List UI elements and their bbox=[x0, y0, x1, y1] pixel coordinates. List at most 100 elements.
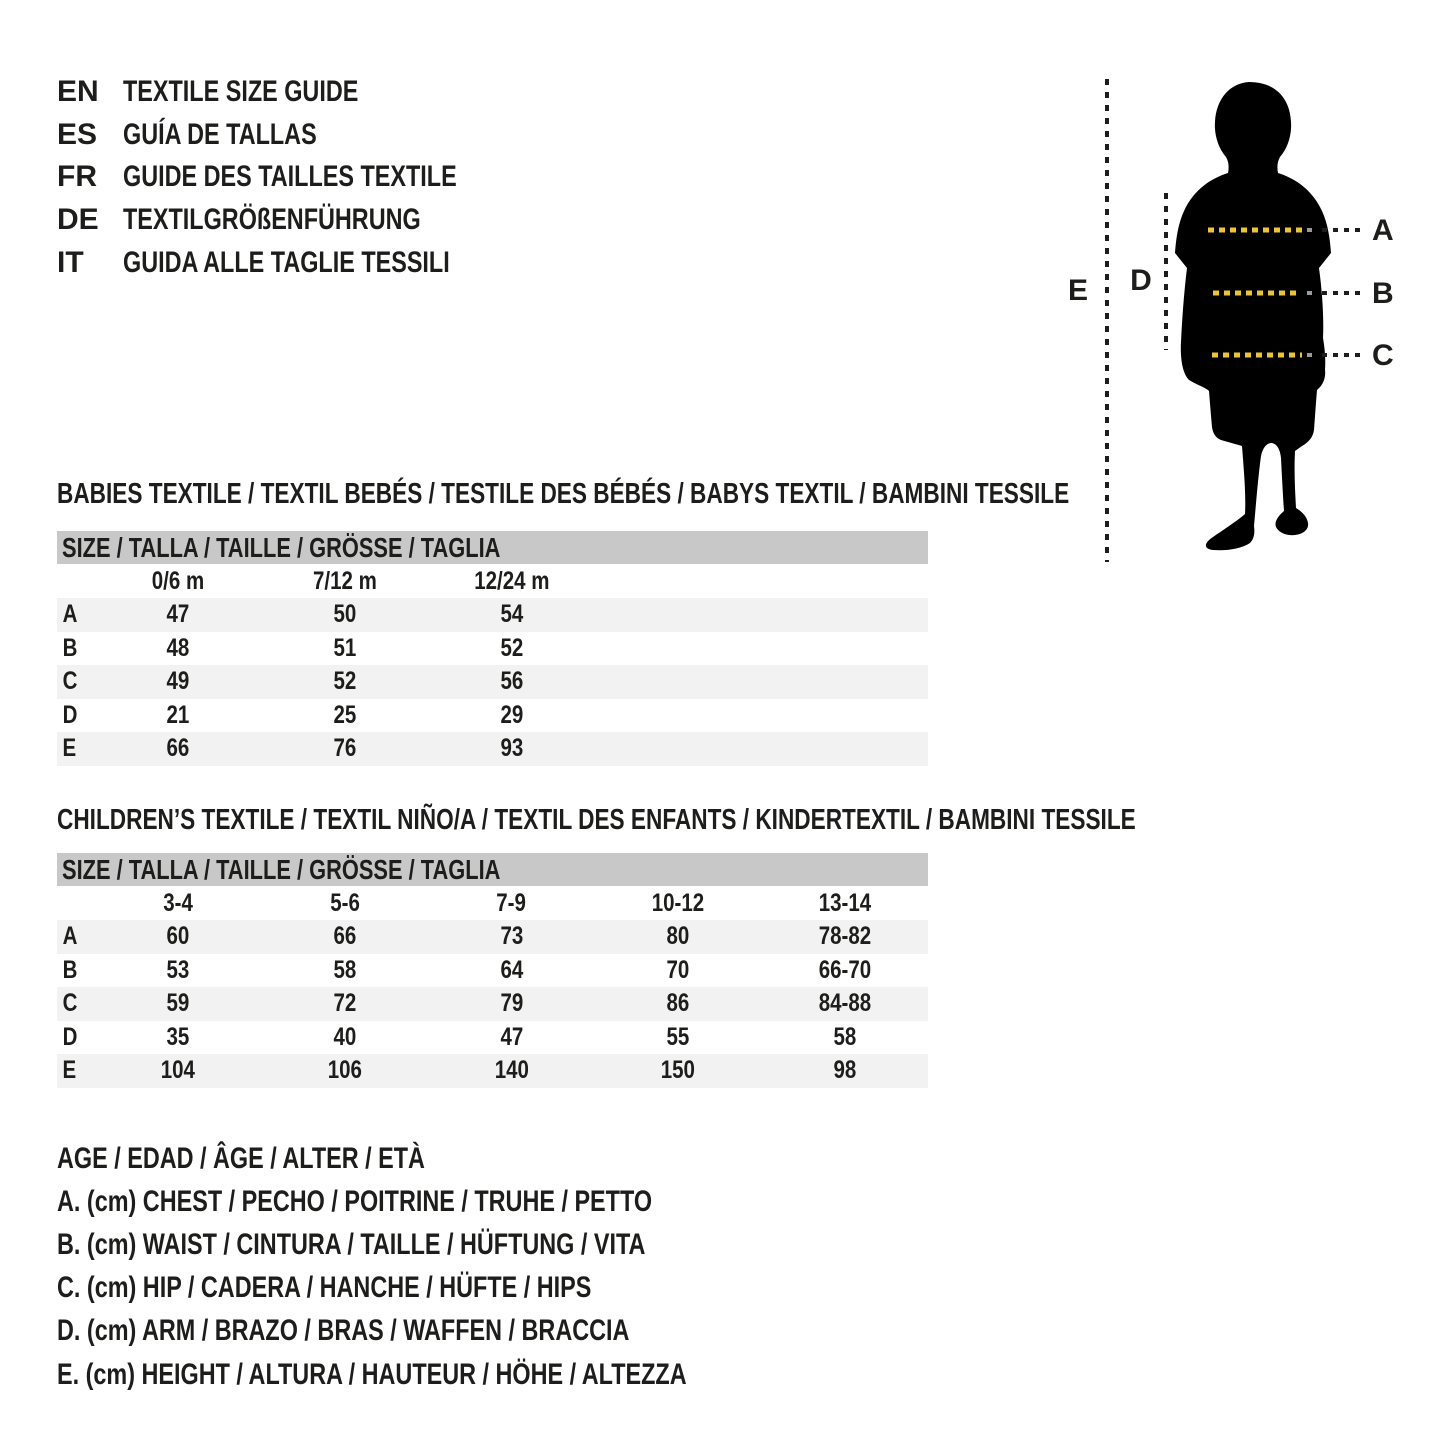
table-row: E 66 76 93 bbox=[57, 732, 928, 766]
children-col-1: 5-6 bbox=[330, 888, 360, 917]
table-row: C 49 52 56 bbox=[57, 665, 928, 699]
value-cell: 51 bbox=[333, 633, 357, 662]
children-col-3: 10-12 bbox=[651, 888, 705, 917]
babies-column-header-row: 0/6 m 7/12 m 12/24 m bbox=[57, 564, 928, 598]
value-cell: 53 bbox=[166, 955, 190, 984]
row-label: B bbox=[62, 633, 78, 662]
children-col-0: 3-4 bbox=[163, 888, 194, 917]
children-heading-text: CHILDREN’S TEXTILE / TEXTIL NIÑO/A / TEX… bbox=[57, 803, 1136, 836]
table-row: D 21 25 29 bbox=[57, 699, 928, 733]
value-cell: 79 bbox=[500, 989, 523, 1018]
lang-title: TEXTILE SIZE GUIDE bbox=[123, 75, 359, 109]
value-cell: 72 bbox=[333, 989, 357, 1018]
value-cell: 25 bbox=[333, 700, 357, 729]
value-cell: 98 bbox=[833, 1056, 857, 1085]
value-cell: 40 bbox=[333, 1022, 357, 1051]
babies-size-bar-label: SIZE / TALLA / TAILLE / GRÖSSE / TAGLIA bbox=[62, 531, 501, 563]
row-label: A bbox=[62, 600, 78, 629]
lang-row-es: ES GUÍA DE TALLAS bbox=[57, 114, 551, 157]
children-size-bar: SIZE / TALLA / TAILLE / GRÖSSE / TAGLIA bbox=[57, 853, 928, 886]
lang-code: EN bbox=[57, 75, 99, 109]
legend-line-age: AGE / EDAD / ÂGE / ALTER / ETÀ bbox=[57, 1141, 425, 1175]
babies-section-heading: BABIES TEXTILE / TEXTIL BEBÉS / TESTILE … bbox=[57, 477, 1355, 511]
value-cell: 73 bbox=[500, 922, 523, 951]
value-cell: 66 bbox=[333, 922, 357, 951]
table-row: C 59 72 79 86 84-88 bbox=[57, 987, 928, 1021]
children-col-4: 13-14 bbox=[818, 888, 871, 917]
value-cell: 21 bbox=[166, 700, 190, 729]
lang-title: GUIDE DES TAILLES TEXTILE bbox=[123, 160, 457, 194]
lang-code: FR bbox=[57, 160, 97, 194]
value-cell: 64 bbox=[500, 955, 523, 984]
value-cell: 78-82 bbox=[818, 922, 871, 951]
value-cell: 52 bbox=[333, 667, 357, 696]
table-row: B 53 58 64 70 66-70 bbox=[57, 954, 928, 988]
legend-line-hip: C. (cm) HIP / CADERA / HANCHE / HÜFTE / … bbox=[57, 1271, 592, 1305]
value-cell: 150 bbox=[660, 1056, 696, 1085]
children-col-2: 7-9 bbox=[496, 888, 527, 917]
row-label: D bbox=[62, 700, 78, 729]
value-cell: 29 bbox=[500, 700, 523, 729]
value-cell: 47 bbox=[500, 1022, 523, 1051]
value-cell: 66-70 bbox=[818, 955, 871, 984]
lang-row-fr: FR GUIDE DES TAILLES TEXTILE bbox=[57, 156, 551, 199]
legend-line-arm: D. (cm) ARM / BRAZO / BRAS / WAFFEN / BR… bbox=[57, 1314, 630, 1348]
figure-label-a: A bbox=[1372, 214, 1394, 247]
babies-col-0: 0/6 m bbox=[152, 566, 205, 595]
value-cell: 55 bbox=[666, 1022, 690, 1051]
value-cell: 59 bbox=[166, 989, 190, 1018]
value-cell: 58 bbox=[333, 955, 357, 984]
table-row: E 104 106 140 150 98 bbox=[57, 1054, 928, 1088]
children-size-bar-label: SIZE / TALLA / TAILLE / GRÖSSE / TAGLIA bbox=[62, 853, 501, 885]
children-section-heading: CHILDREN’S TEXTILE / TEXTIL NIÑO/A / TEX… bbox=[57, 803, 1440, 837]
value-cell: 60 bbox=[166, 922, 190, 951]
measurement-legend: AGE / EDAD / ÂGE / ALTER / ETÀ A. (cm) C… bbox=[57, 1137, 864, 1396]
babies-heading-text: BABIES TEXTILE / TEXTIL BEBÉS / TESTILE … bbox=[57, 477, 1070, 510]
table-row: D 35 40 47 55 58 bbox=[57, 1021, 928, 1055]
value-cell: 58 bbox=[833, 1022, 857, 1051]
value-cell: 50 bbox=[333, 600, 357, 629]
babies-col-1: 7/12 m bbox=[312, 566, 377, 595]
children-column-header-row: 3-4 5-6 7-9 10-12 13-14 bbox=[57, 886, 928, 920]
value-cell: 104 bbox=[161, 1056, 196, 1085]
table-row: A 47 50 54 bbox=[57, 598, 928, 632]
babies-col-2: 12/24 m bbox=[473, 566, 550, 595]
value-cell: 66 bbox=[166, 734, 190, 763]
value-cell: 93 bbox=[500, 734, 523, 763]
figure-label-d: D bbox=[1130, 264, 1152, 297]
table-row: B 48 51 52 bbox=[57, 632, 928, 666]
figure-label-e: E bbox=[1068, 274, 1088, 307]
lang-title: GUIDA ALLE TAGLIE TESSILI bbox=[123, 245, 450, 279]
value-cell: 35 bbox=[166, 1022, 190, 1051]
lang-row-it: IT GUIDA ALLE TAGLIE TESSILI bbox=[57, 241, 551, 284]
value-cell: 47 bbox=[166, 600, 190, 629]
value-cell: 80 bbox=[666, 922, 690, 951]
language-title-list: EN TEXTILE SIZE GUIDE ES GUÍA DE TALLAS … bbox=[57, 71, 551, 284]
row-label: E bbox=[62, 734, 77, 763]
row-label: E bbox=[62, 1056, 77, 1085]
value-cell: 52 bbox=[500, 633, 523, 662]
value-cell: 49 bbox=[166, 667, 190, 696]
row-label: B bbox=[62, 955, 78, 984]
figure-label-c: C bbox=[1372, 339, 1394, 372]
row-label: D bbox=[62, 1022, 78, 1051]
legend-line-waist: B. (cm) WAIST / CINTURA / TAILLE / HÜFTU… bbox=[57, 1227, 646, 1261]
lang-code: DE bbox=[57, 203, 99, 237]
lang-code: IT bbox=[57, 245, 84, 279]
table-row: A 60 66 73 80 78-82 bbox=[57, 920, 928, 954]
value-cell: 76 bbox=[333, 734, 357, 763]
value-cell: 54 bbox=[500, 600, 523, 629]
measurement-figure: A B C D E bbox=[1068, 79, 1394, 562]
lang-title: TEXTILGRÖßENFÜHRUNG bbox=[123, 203, 421, 237]
value-cell: 140 bbox=[494, 1056, 529, 1085]
row-label: C bbox=[62, 667, 78, 696]
value-cell: 56 bbox=[500, 667, 523, 696]
value-cell: 48 bbox=[166, 633, 190, 662]
legend-line-chest: A. (cm) CHEST / PECHO / POITRINE / TRUHE… bbox=[57, 1184, 653, 1218]
babies-size-bar: SIZE / TALLA / TAILLE / GRÖSSE / TAGLIA bbox=[57, 531, 928, 564]
figure-label-b: B bbox=[1372, 277, 1394, 310]
value-cell: 70 bbox=[666, 955, 690, 984]
lang-row-en: EN TEXTILE SIZE GUIDE bbox=[57, 71, 551, 114]
lang-code: ES bbox=[57, 117, 98, 151]
